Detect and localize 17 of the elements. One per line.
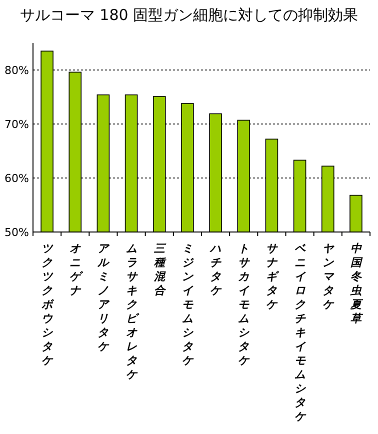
y-tick-label: 80% — [4, 64, 29, 77]
chart-title: サルコーマ 180 固型ガン細胞に対しての抑制効果 — [20, 6, 358, 24]
x-tick-label: サナギタケ — [266, 242, 280, 311]
category-label: ミジンイモムシタケ — [182, 242, 193, 367]
x-tick-label: ヤンマタケ — [322, 242, 334, 311]
category-label: ツクツクボウシタケ — [42, 242, 53, 367]
x-tick-label: 中国冬虫夏草 — [349, 242, 364, 325]
y-tick-label: 60% — [4, 172, 29, 185]
x-tick-label: オニゲナ — [70, 242, 84, 297]
category-label: ムラサキクビオレタケ — [126, 242, 137, 381]
x-tick-label: ハチタケ — [209, 242, 222, 297]
x-tick-label: アルミノアリタケ — [96, 242, 111, 353]
category-label: トサカイモムシタケ — [238, 242, 250, 367]
x-tick-label: 三種混合 — [152, 242, 167, 297]
category-label: ベニイロクチキイモムシタケ — [294, 242, 306, 423]
y-tick-label: 50% — [4, 226, 29, 239]
y-tick-label: 70% — [4, 118, 29, 131]
